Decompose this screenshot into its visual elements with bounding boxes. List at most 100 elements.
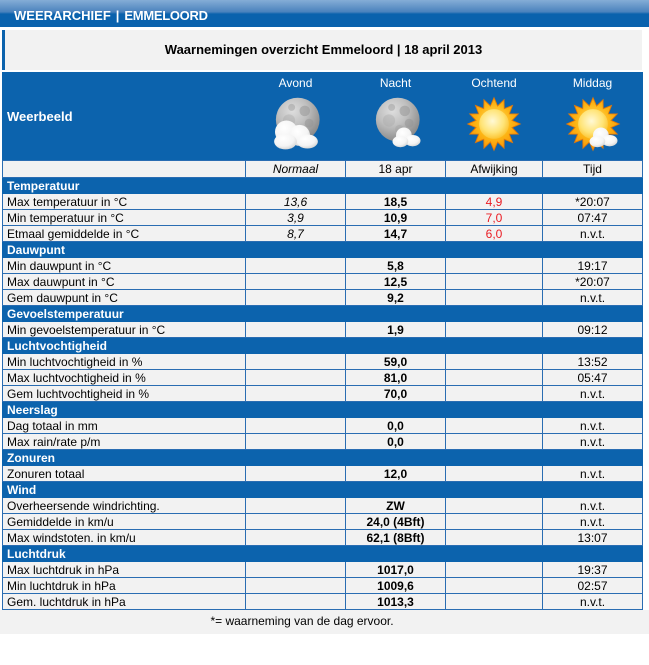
data-row: Min luchtvochtigheid in % 59,0 13:52: [2, 353, 643, 370]
normal-value: [245, 561, 346, 578]
time-value: n.v.t.: [542, 433, 643, 450]
section-header-row: Wind: [2, 481, 643, 498]
normal-value: 13,6: [245, 193, 346, 210]
day-value: ZW: [345, 497, 446, 514]
subheader-date: 18 apr: [345, 160, 446, 178]
row-label: Max luchtvochtigheid in %: [2, 369, 246, 386]
day-value: 9,2: [345, 289, 446, 306]
day-value: 62,1 (8Bft): [345, 529, 446, 546]
deviation-value: [445, 577, 543, 594]
row-label: Min dauwpunt in °C: [2, 257, 246, 274]
normal-value: [245, 513, 346, 530]
data-row: Max rain/rate p/m 0,0 n.v.t.: [2, 433, 643, 450]
normal-value: [245, 417, 346, 434]
subheader-afwijking: Afwijking: [445, 160, 543, 178]
sun-icon: [467, 97, 521, 151]
normal-value: [245, 577, 346, 594]
time-value: 07:47: [542, 209, 643, 226]
section-header-row: Neerslag: [2, 401, 643, 418]
normal-value: 3,9: [245, 209, 346, 226]
data-row: Dag totaal in mm 0,0 n.v.t.: [2, 417, 643, 434]
day-value: 14,7: [345, 225, 446, 242]
normal-value: 8,7: [245, 225, 346, 242]
day-value: 10,9: [345, 209, 446, 226]
footnote-area: *= waarneming van de dag ervoor.: [0, 610, 649, 634]
normal-value: [245, 465, 346, 482]
deviation-value: [445, 289, 543, 306]
time-value: 09:12: [542, 321, 643, 338]
section-title: Gevoelstemperatuur: [2, 305, 643, 322]
normal-value: [245, 321, 346, 338]
section-header-row: Gevoelstemperatuur: [2, 305, 643, 322]
deviation-value: 7,0: [445, 209, 543, 226]
data-row: Min dauwpunt in °C 5,8 19:17: [2, 257, 643, 274]
data-row: Gemiddelde in km/u 24,0 (4Bft) n.v.t.: [2, 513, 643, 530]
time-value: 05:47: [542, 369, 643, 386]
weerbeeld-label: Weerbeeld: [2, 72, 246, 161]
time-value: n.v.t.: [542, 225, 643, 242]
column-title-middag: Middag: [572, 76, 613, 90]
row-label: Overheersende windrichting.: [2, 497, 246, 514]
data-row: Min temperatuur in °C 3,9 10,9 7,0 07:47: [2, 209, 643, 226]
day-value: 1009,6: [345, 577, 446, 594]
day-value: 12,5: [345, 273, 446, 290]
normal-value: [245, 433, 346, 450]
data-row: Max temperatuur in °C 13,6 18,5 4,9 *20:07: [2, 193, 643, 210]
time-value: 02:57: [542, 577, 643, 594]
data-row: Overheersende windrichting. ZW n.v.t.: [2, 497, 643, 514]
deviation-value: [445, 465, 543, 482]
day-value: 59,0: [345, 353, 446, 370]
data-row: Max windstoten. in km/u 62,1 (8Bft) 13:07: [2, 529, 643, 546]
deviation-value: 6,0: [445, 225, 543, 242]
time-value: 13:07: [542, 529, 643, 546]
section-title: Luchtvochtigheid: [2, 337, 643, 354]
moon-clouds-icon: [273, 97, 320, 150]
row-label: Max temperatuur in °C: [2, 193, 246, 210]
normal-value: [245, 497, 346, 514]
deviation-value: [445, 593, 543, 610]
data-row: Min luchtdruk in hPa 1009,6 02:57: [2, 577, 643, 594]
footnote: *= waarneming van de dag ervoor.: [210, 614, 394, 628]
deviation-value: [445, 273, 543, 290]
day-value: 5,8: [345, 257, 446, 274]
data-row: Gem. luchtdruk in hPa 1013,3 n.v.t.: [2, 593, 643, 610]
row-label: Min luchtvochtigheid in %: [2, 353, 246, 370]
section-header-row: Zonuren: [2, 449, 643, 466]
row-label: Min temperatuur in °C: [2, 209, 246, 226]
column-title-avond: Avond: [278, 76, 313, 90]
data-row: Max luchtdruk in hPa 1017,0 19:37: [2, 561, 643, 578]
section-header-row: Dauwpunt: [2, 241, 643, 258]
column-title-ochtend: Ochtend: [471, 76, 517, 90]
section-title: Zonuren: [2, 449, 643, 466]
day-value: 0,0: [345, 433, 446, 450]
site-header-bar: WEERARCHIEF | EMMELOORD: [0, 0, 649, 27]
normal-value: [245, 529, 346, 546]
deviation-value: [445, 497, 543, 514]
data-row: Max dauwpunt in °C 12,5 *20:07: [2, 273, 643, 290]
deviation-value: [445, 321, 543, 338]
time-value: n.v.t.: [542, 289, 643, 306]
row-label: Gemiddelde in km/u: [2, 513, 246, 530]
section-title: Dauwpunt: [2, 241, 643, 258]
time-value: n.v.t.: [542, 417, 643, 434]
page-title: Waarnemingen overzicht Emmeloord | 18 ap…: [2, 30, 642, 70]
time-value: n.v.t.: [542, 593, 643, 610]
deviation-value: [445, 257, 543, 274]
normal-value: [245, 593, 346, 610]
deviation-value: [445, 369, 543, 386]
header-divider: |: [115, 7, 120, 23]
day-value: 81,0: [345, 369, 446, 386]
day-value: 24,0 (4Bft): [345, 513, 446, 530]
day-value: 0,0: [345, 417, 446, 434]
deviation-value: [445, 513, 543, 530]
row-label: Zonuren totaal: [2, 465, 246, 482]
subheader-tijd: Tijd: [542, 160, 643, 178]
time-value: n.v.t.: [542, 513, 643, 530]
subheader-row: Normaal 18 apr Afwijking Tijd: [2, 160, 643, 178]
row-label: Min luchtdruk in hPa: [2, 577, 246, 594]
section-title: Luchtdruk: [2, 545, 643, 562]
data-row: Zonuren totaal 12,0 n.v.t.: [2, 465, 643, 482]
main-content: Waarnemingen overzicht Emmeloord | 18 ap…: [2, 30, 643, 610]
deviation-value: [445, 433, 543, 450]
row-label: Max rain/rate p/m: [2, 433, 246, 450]
